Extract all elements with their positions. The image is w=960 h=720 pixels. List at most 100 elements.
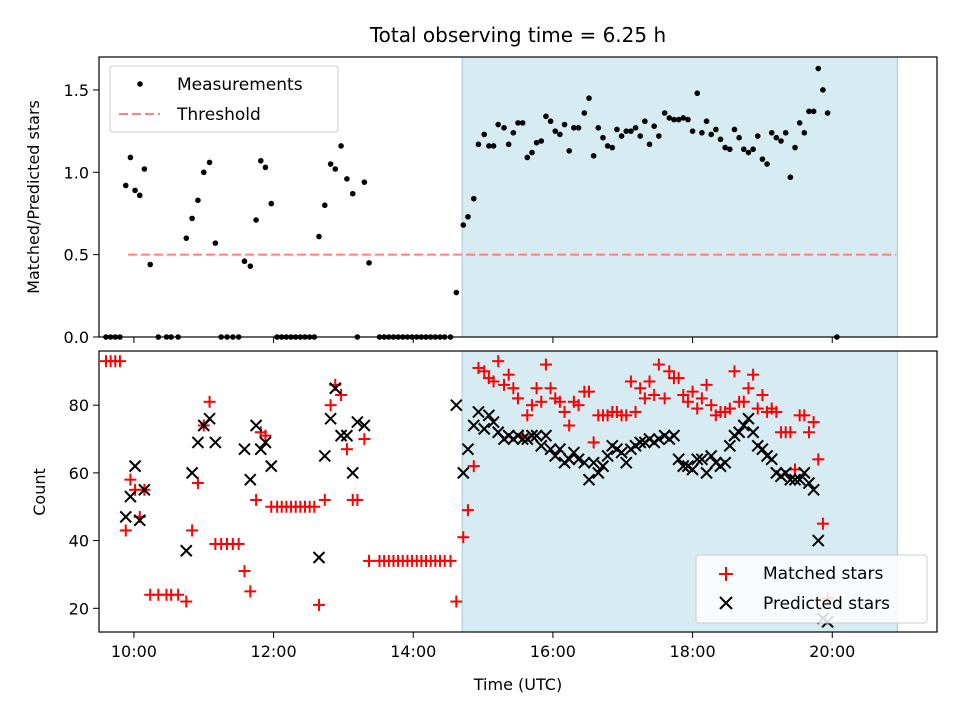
matched-star-point (335, 389, 348, 402)
predicted-star-point (798, 466, 811, 480)
predicted-star-point (124, 490, 137, 503)
predicted-star-stroke-b (553, 442, 567, 456)
predicted-star-point (587, 456, 600, 469)
matched-star-point (186, 524, 199, 537)
matched-star-point (747, 368, 760, 381)
predicted-star-stroke-b (567, 446, 581, 459)
predicted-star-stroke-b (788, 473, 802, 486)
measurement-point (475, 141, 482, 148)
measurement-point (481, 131, 488, 138)
matched-star-point (620, 409, 633, 422)
predicted-star-point (737, 419, 751, 432)
predicted-star-point (572, 453, 585, 466)
predicted-star-point (516, 432, 529, 446)
matched-star-point (113, 355, 126, 368)
predicted-star-stroke-b (457, 466, 470, 480)
matched-stars-series (99, 355, 834, 611)
matched-star-point (643, 375, 656, 388)
bottom-y-tick-label: 20 (69, 599, 89, 618)
matched-star-point (539, 358, 552, 371)
predicted-star-stroke-b (549, 449, 562, 463)
measurement-point (327, 161, 334, 167)
predicted-star-point (677, 459, 690, 473)
measurement-point (651, 123, 657, 129)
matched-star-point (789, 463, 802, 476)
matched-star-point (638, 392, 651, 405)
matched-star-point (232, 537, 245, 550)
x-tick-label: 12:00 (251, 642, 297, 661)
predicted-star-stroke-b (737, 419, 751, 432)
predicted-star-point (525, 429, 539, 442)
matched-star-point (351, 493, 364, 506)
predicted-star-point (185, 466, 199, 480)
predicted-star-point (535, 439, 548, 453)
measurement-point (820, 87, 826, 93)
measurement-point (136, 192, 143, 199)
predicted-star-point (549, 449, 562, 463)
matched-star-point (728, 365, 741, 378)
predicted-star-stroke-b (686, 463, 699, 476)
top-axes-frame (98, 56, 938, 338)
matched-star-point (457, 531, 470, 544)
measurement-point (745, 149, 752, 156)
top-panel: 0.0 0.5 1.0 1.5 Matched/Predicted stars Mea… (24, 56, 938, 347)
predicted-star-point (634, 436, 647, 449)
legend-measurements-marker (137, 81, 143, 87)
measurement-point (782, 129, 789, 136)
predicted-star-stroke-b (244, 473, 257, 486)
bottom-y-tick-label: 40 (69, 532, 89, 551)
predicted-star-stroke-b (492, 426, 505, 439)
matched-star-point (723, 402, 736, 415)
measurement-point (759, 156, 766, 162)
predicted-star-stroke-b (478, 422, 491, 436)
matched-star-point (634, 382, 647, 395)
predicted-star-stroke-b (346, 466, 359, 480)
measurement-point (685, 116, 691, 123)
measurement-point (722, 144, 728, 151)
predicted-stars-series (119, 382, 834, 629)
measurement-point (566, 148, 573, 154)
predicted-star-stroke-b (259, 436, 272, 449)
measurement-point (212, 240, 219, 246)
measurement-point (727, 146, 733, 153)
matched-star-point (572, 399, 585, 412)
measurement-point (618, 133, 625, 139)
measurement-point (561, 121, 568, 128)
matched-star-point (658, 392, 671, 405)
measurement-point (495, 121, 502, 128)
matched-star-point (450, 595, 463, 608)
predicted-star-point (784, 473, 797, 486)
measurement-point (713, 126, 719, 133)
measurement-point (623, 128, 630, 134)
measurement-point (600, 134, 606, 141)
top-y-axis-label: Matched/Predicted stars (24, 100, 43, 294)
predicted-star-stroke-b (461, 442, 475, 456)
predicted-star-stroke-b (312, 551, 326, 564)
predicted-star-point (802, 476, 816, 490)
predicted-star-stroke-b (807, 483, 820, 497)
matched-star-point (816, 517, 829, 530)
measurement-point (708, 131, 715, 138)
matched-star-point (705, 399, 718, 412)
measurement-point (675, 116, 682, 123)
measurement-point (501, 125, 507, 131)
predicted-star-stroke-b (812, 534, 825, 547)
predicted-star-point (351, 415, 364, 429)
predicted-star-stroke-b (185, 466, 199, 480)
x-tick-label: 18:00 (670, 642, 716, 661)
predicted-star-point (807, 483, 820, 497)
predicted-star-point (478, 422, 491, 436)
predicted-star-stroke-b (802, 476, 816, 490)
legend-matched-marker (719, 567, 733, 581)
matched-star-point (530, 382, 543, 395)
measurement-point (268, 200, 275, 207)
measurement-point (604, 143, 611, 149)
predicted-star-point (732, 426, 746, 439)
measurement-point (524, 154, 531, 161)
predicted-star-point (779, 466, 792, 480)
predicted-star-point (318, 449, 332, 463)
predicted-star-point (718, 456, 732, 469)
x-tick-label: 20:00 (809, 642, 855, 661)
predicted-star-stroke-b (587, 456, 600, 469)
